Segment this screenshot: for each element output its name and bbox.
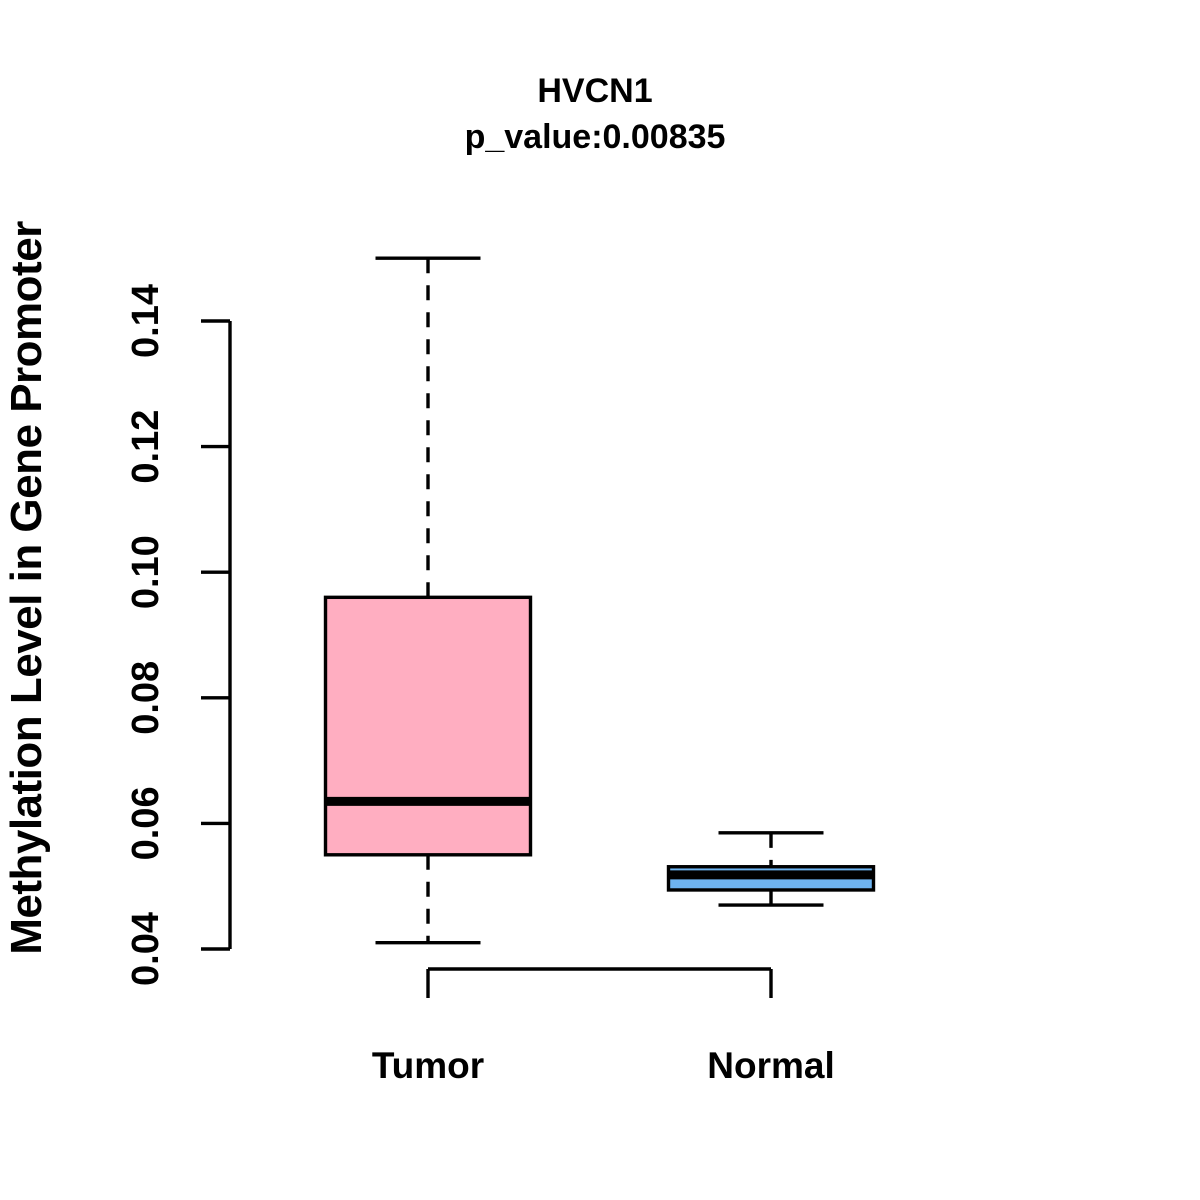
- tumor-box: [323, 595, 533, 857]
- y-axis-label: Methylation Level in Gene Promoter: [2, 221, 51, 955]
- y-tick-label: 0.06: [125, 786, 167, 860]
- y-tick-label: 0.08: [125, 661, 167, 735]
- category-label-normal: Normal: [707, 1045, 834, 1086]
- y-tick-label: 0.04: [125, 912, 167, 986]
- y-tick-label: 0.14: [125, 284, 167, 358]
- category-label-tumor: Tumor: [372, 1045, 484, 1086]
- y-tick-label: 0.10: [125, 535, 167, 609]
- y-tick-label: 0.12: [125, 410, 167, 484]
- chart-subtitle: p_value:0.00835: [464, 118, 726, 156]
- chart-title: HVCN1: [537, 72, 653, 110]
